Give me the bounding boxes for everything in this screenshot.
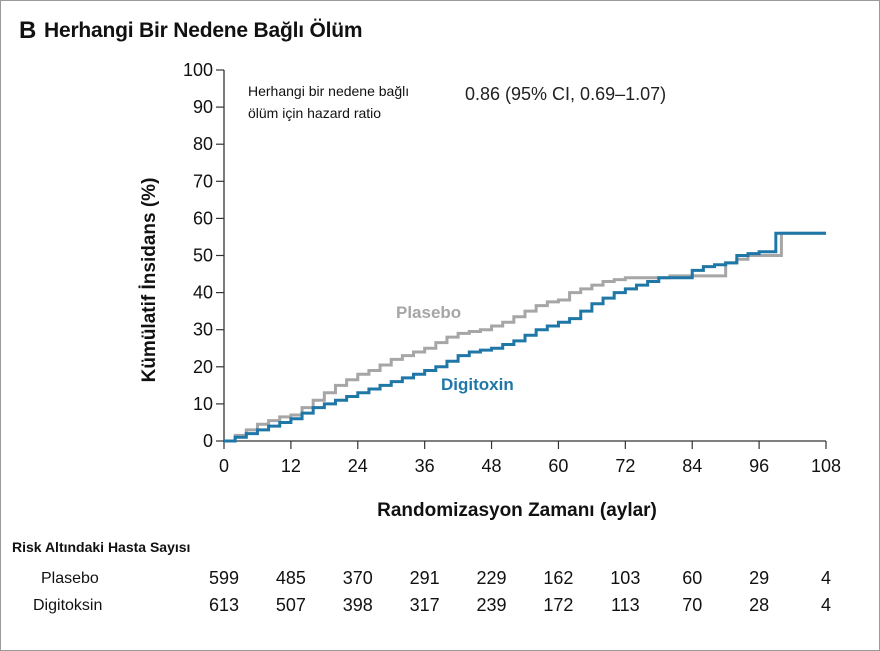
risk-cell: 317 [409,595,440,615]
y-tick-label: 100 [183,60,213,80]
chart-title: Herhangi Bir Nedene Bağlı Ölüm [44,19,363,42]
hr-label-line1: Herhangi bir nedene bağlı [248,83,409,99]
risk-cell: 28 [749,595,770,615]
y-tick-label: 70 [193,171,213,191]
y-tick-label: 0 [203,431,213,451]
x-tick-label: 0 [219,456,229,476]
risk-cell: 239 [476,595,507,615]
x-tick-label: 72 [615,456,635,476]
risk-cell: 370 [342,568,373,588]
risk-cell: 507 [275,595,306,615]
x-tick-label: 84 [682,456,702,476]
risk-cell: 291 [409,568,440,588]
x-tick-label: 96 [749,456,769,476]
series-label-digitoxin: Digitoxin [441,375,514,394]
risk-cell: 398 [342,595,373,615]
y-tick-label: 90 [193,97,213,117]
y-axis-title: Kümülatif İnsidans (%) [139,178,160,383]
series-line-plasebo [224,231,826,443]
x-tick-label: 108 [811,456,841,476]
y-tick-label: 50 [193,246,213,266]
y-tick-label: 80 [193,134,213,154]
risk-cell: 485 [275,568,306,588]
panel-letter: B [19,17,37,44]
x-tick-label: 48 [482,456,502,476]
series-line-digitoxin [224,231,826,443]
x-tick-label: 24 [348,456,368,476]
y-tick-label: 40 [193,283,213,303]
series-layer [224,231,826,443]
x-axis-title: Randomizasyon Zamanı (aylar) [377,500,657,521]
y-tick-label: 20 [193,357,213,377]
km-chart: 0 10 20 30 40 50 60 70 80 90 100 0 12 24 36 48 60 72 84 96 1… [139,60,841,521]
y-tick-label: 10 [193,394,213,414]
hr-label-line2: ölüm için hazard ratio [248,105,381,121]
risk-cell: 599 [208,568,240,588]
risk-row-label: Digitoksin [33,597,103,614]
y-tick-label: 30 [193,320,213,340]
risk-cell: 4 [820,568,831,588]
risk-cell: 172 [543,595,574,615]
x-tick-label: 36 [415,456,435,476]
risk-cell: 103 [610,568,641,588]
risk-table-title: Risk Altındaki Hasta Sayısı [12,539,191,555]
risk-cell: 70 [682,595,703,615]
hr-value: 0.86 (95% CI, 0.69–1.07) [465,84,666,104]
series-label-plasebo: Plasebo [396,303,461,322]
risk-cell: 4 [820,595,831,615]
risk-cell: 113 [610,595,640,615]
risk-cell: 613 [208,595,240,615]
y-tick-label: 60 [193,208,213,228]
x-tick-label: 60 [548,456,568,476]
axes: 0 10 20 30 40 50 60 70 80 90 100 0 12 24 36 48 60 72 84 96 1… [183,60,841,476]
x-tick-label: 12 [281,456,301,476]
risk-cell: 60 [682,568,703,588]
risk-cell: 229 [476,568,507,588]
risk-cell: 162 [543,568,574,588]
risk-cell: 29 [749,568,770,588]
risk-row-label: Plasebo [41,570,99,587]
